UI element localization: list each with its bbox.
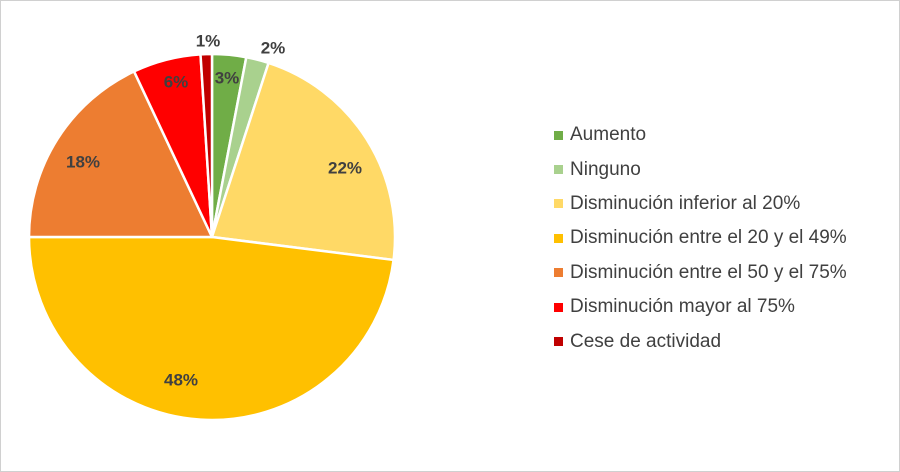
legend-swatch [554,199,563,209]
legend-label: Disminución entre el 50 y el 75% [570,261,847,283]
legend-swatch [554,302,563,312]
legend-item: Disminución entre el 20 y el 49% [554,221,847,255]
slice-data-label: 18% [66,152,100,171]
slice-data-label: 48% [164,370,198,389]
legend: Aumento Ninguno Disminución inferior al 20… [554,118,847,359]
slice-data-label: 3% [215,68,240,87]
legend-item: Disminución inferior al 20% [554,187,847,221]
legend-swatch [554,268,563,278]
slice-data-label: 2% [261,38,286,57]
legend-item: Disminución entre el 50 y el 75% [554,256,847,290]
legend-label: Disminución mayor al 75% [570,296,795,318]
legend-label: Disminución inferior al 20% [570,192,801,214]
slice-data-label: 1% [196,31,221,50]
legend-swatch [554,165,563,175]
legend-item: Aumento [554,118,847,152]
pie-slice-5 [27,70,214,239]
pie-slice-3 [210,61,397,262]
pie-slice-4 [27,235,395,422]
legend-swatch [554,337,563,347]
legend-label: Disminución entre el 20 y el 49% [570,227,847,249]
legend-label: Aumento [570,124,647,146]
legend-item: Ninguno [554,152,847,186]
legend-swatch [554,130,563,140]
slice-data-label: 22% [328,158,362,177]
slice-data-label: 6% [164,72,189,91]
legend-item: Cese de actividad [554,324,847,358]
legend-swatch [554,233,563,243]
legend-label: Ninguno [570,158,641,180]
legend-item: Disminución mayor al 75% [554,290,847,324]
legend-label: Cese de actividad [570,330,722,352]
pie-slice-7 [199,52,214,239]
